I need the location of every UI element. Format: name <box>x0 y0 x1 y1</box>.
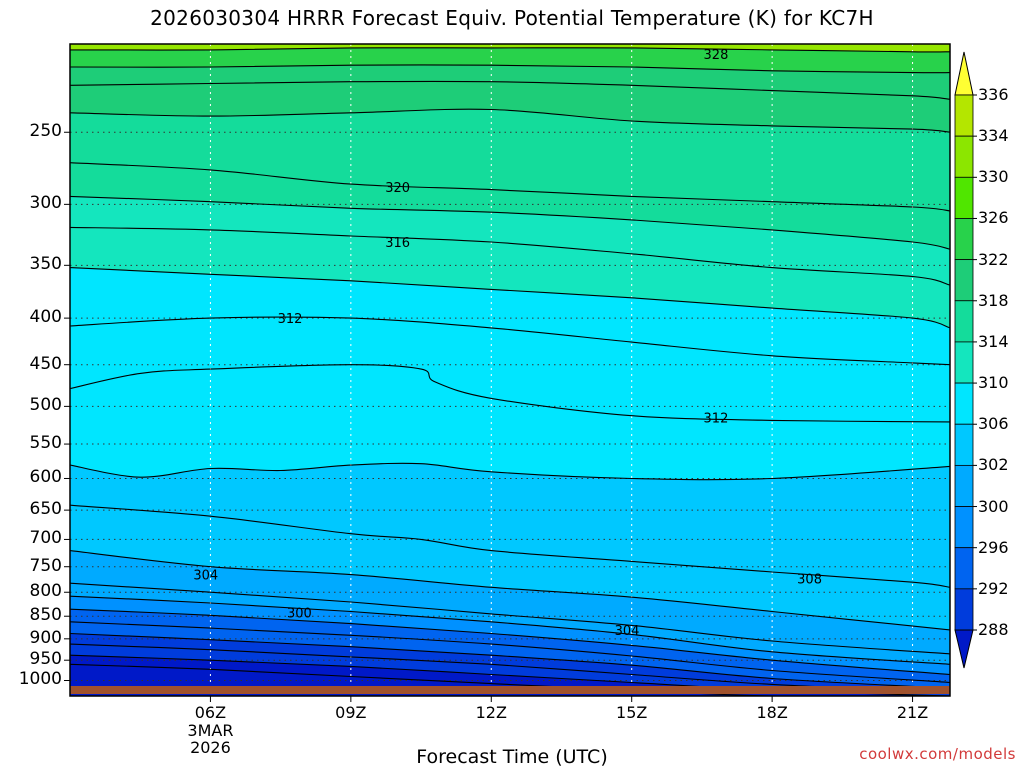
y-tick-label: 850 <box>29 605 62 626</box>
y-tick-label: 500 <box>29 395 62 416</box>
y-tick-label: 350 <box>29 254 62 275</box>
contour-294-18 <box>70 643 950 693</box>
colorbar-label: 300 <box>978 496 1009 516</box>
colorbar-swatch-336 <box>954 94 974 137</box>
contour-label-1: 320 <box>385 181 410 196</box>
contour-300-15 <box>70 608 950 676</box>
x-tick-label: 21Z <box>896 703 929 722</box>
colorbar-swatch-322 <box>954 259 974 302</box>
colorbar-label: 334 <box>978 126 1009 146</box>
y-tick-label: 900 <box>29 627 62 648</box>
contour-290-20 <box>70 663 950 696</box>
contour-label-5: 308 <box>797 573 822 588</box>
colorbar-swatch-326 <box>954 218 974 261</box>
x-tick-label: 12Z <box>475 703 507 722</box>
colorbar-swatch-310 <box>954 382 974 425</box>
contour-label-0: 328 <box>704 48 729 63</box>
credit-text[interactable]: coolwx.com/models <box>859 745 1016 763</box>
y-tick-label: 400 <box>29 307 62 328</box>
colorbar-swatch-302 <box>954 464 974 507</box>
colorbar-top-arrow <box>954 51 974 96</box>
x-tick-label: 18Z <box>756 703 788 722</box>
colorbar-swatch-296 <box>954 547 974 590</box>
colorbar-label: 288 <box>978 620 1009 639</box>
ground-strip <box>70 686 950 694</box>
x-date-label: 3MAR <box>187 721 234 740</box>
x-tick-label: 09Z <box>335 703 367 722</box>
colorbar-label: 326 <box>978 208 1009 228</box>
y-tick-label: 650 <box>29 499 62 520</box>
contour-320-4 <box>70 162 950 212</box>
chart-title: 2026030304 HRRR Forecast Equiv. Potentia… <box>150 6 874 30</box>
y-tick-label: 950 <box>29 649 62 670</box>
x-date-label: 2026 <box>190 738 231 757</box>
contour-label-6: 304 <box>193 569 218 584</box>
contour-328-0 <box>70 47 950 53</box>
colorbar-label: 310 <box>978 373 1009 393</box>
y-tick-label: 800 <box>29 581 62 602</box>
plot-frame <box>69 43 951 697</box>
y-tick-label: 750 <box>29 555 62 576</box>
contour-316-6 <box>70 226 950 286</box>
colorbar-swatch-292 <box>954 588 974 631</box>
x-tick-label: 06Z <box>194 703 227 722</box>
y-tick-label: 700 <box>29 528 62 549</box>
contour-324-2 <box>70 80 950 100</box>
contour-label-3: 312 <box>278 312 303 327</box>
contour-302-14 <box>70 595 950 665</box>
x-tick-label: 15Z <box>616 703 648 722</box>
contour-310-10 <box>70 462 950 481</box>
contour-308-11 <box>70 504 950 588</box>
contour-label-8: 304 <box>615 624 640 639</box>
colorbar-label: 336 <box>978 85 1009 104</box>
contour-312-9 <box>70 364 950 423</box>
contour-label-2: 316 <box>385 236 410 251</box>
colorbar-swatch-314 <box>954 341 974 384</box>
colorbar-bottom-arrow <box>954 629 974 669</box>
colorbar-label: 296 <box>978 537 1009 557</box>
contour-326-1 <box>70 64 950 74</box>
contour-296-17 <box>70 632 950 689</box>
contour-318-5 <box>70 195 950 250</box>
y-tick-label: 450 <box>29 353 62 374</box>
colorbar-swatch-334 <box>954 135 974 178</box>
colorbar-swatch-306 <box>954 423 974 466</box>
colorbar-label: 330 <box>978 167 1009 187</box>
contour-322-3 <box>70 108 950 133</box>
y-tick-label: 250 <box>29 121 62 142</box>
contour-298-16 <box>70 621 950 684</box>
colorbar-swatch-300 <box>954 506 974 549</box>
colorbar-label: 292 <box>978 578 1009 598</box>
y-tick-label: 550 <box>29 433 62 454</box>
colorbar-label: 302 <box>978 455 1009 475</box>
colorbar-swatch-318 <box>954 300 974 343</box>
colorbar-label: 306 <box>978 414 1009 434</box>
contour-306-12 <box>70 550 950 631</box>
contour-304-13 <box>70 582 950 655</box>
colorbar-label: 318 <box>978 290 1009 310</box>
colorbar-swatch-330 <box>954 176 974 219</box>
y-tick-label: 1000 <box>18 669 62 690</box>
contour-314-7 <box>70 267 950 329</box>
colorbar-label: 322 <box>978 249 1009 269</box>
colorbar-label: 314 <box>978 331 1009 351</box>
contour-label-4: 312 <box>704 411 729 426</box>
contour-label-7: 300 <box>287 606 312 621</box>
x-axis-title: Forecast Time (UTC) <box>416 746 608 768</box>
y-tick-label: 300 <box>29 193 62 214</box>
contour-312-8 <box>70 316 950 366</box>
y-tick-label: 600 <box>29 467 62 488</box>
